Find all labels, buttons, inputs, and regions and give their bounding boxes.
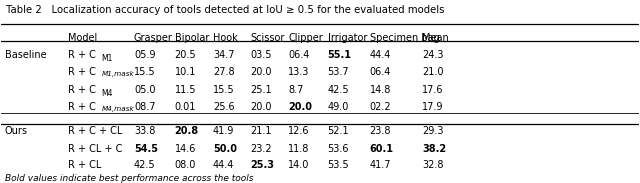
Text: R + C: R + C	[68, 50, 96, 59]
Text: M4,mask: M4,mask	[101, 106, 134, 112]
Text: 8.7: 8.7	[288, 85, 303, 95]
Text: 52.1: 52.1	[328, 126, 349, 136]
Text: 08.0: 08.0	[175, 160, 196, 170]
Text: 44.4: 44.4	[370, 50, 391, 59]
Text: 24.3: 24.3	[422, 50, 444, 59]
Text: 05.0: 05.0	[134, 85, 156, 95]
Text: 25.1: 25.1	[250, 85, 271, 95]
Text: Model: Model	[68, 33, 97, 43]
Text: 20.0: 20.0	[288, 102, 312, 112]
Text: 60.1: 60.1	[370, 144, 394, 154]
Text: 13.3: 13.3	[288, 67, 310, 77]
Text: 20.0: 20.0	[250, 67, 271, 77]
Text: Clipper: Clipper	[288, 33, 323, 43]
Text: 41.7: 41.7	[370, 160, 391, 170]
Text: R + C: R + C	[68, 67, 96, 77]
Text: 25.3: 25.3	[250, 160, 274, 170]
Text: 29.3: 29.3	[422, 126, 444, 136]
Text: 03.5: 03.5	[250, 50, 271, 59]
Text: Specimen bag: Specimen bag	[370, 33, 440, 43]
Text: 33.8: 33.8	[134, 126, 156, 136]
Text: Ours: Ours	[4, 126, 28, 136]
Text: 50.0: 50.0	[213, 144, 237, 154]
Text: 06.4: 06.4	[288, 50, 310, 59]
Text: Bipolar: Bipolar	[175, 33, 209, 43]
Text: Irrigator: Irrigator	[328, 33, 367, 43]
Text: 11.5: 11.5	[175, 85, 196, 95]
Text: 17.9: 17.9	[422, 102, 444, 112]
Text: 14.0: 14.0	[288, 160, 310, 170]
Text: 20.8: 20.8	[175, 126, 199, 136]
Text: Grasper: Grasper	[134, 33, 173, 43]
Text: Mean: Mean	[422, 33, 449, 43]
Text: 42.5: 42.5	[134, 160, 156, 170]
Text: 11.8: 11.8	[288, 144, 310, 154]
Text: Scissor: Scissor	[250, 33, 284, 43]
Text: 10.1: 10.1	[175, 67, 196, 77]
Text: 42.5: 42.5	[328, 85, 349, 95]
Text: R + C: R + C	[68, 85, 96, 95]
Text: 21.1: 21.1	[250, 126, 271, 136]
Text: 17.6: 17.6	[422, 85, 444, 95]
Text: Baseline: Baseline	[4, 50, 46, 59]
Text: 20.5: 20.5	[175, 50, 196, 59]
Text: 23.8: 23.8	[370, 126, 391, 136]
Text: 32.8: 32.8	[422, 160, 444, 170]
Text: 49.0: 49.0	[328, 102, 349, 112]
Text: 27.8: 27.8	[213, 67, 235, 77]
Text: R + C: R + C	[68, 102, 96, 112]
Text: 14.8: 14.8	[370, 85, 391, 95]
Text: 05.9: 05.9	[134, 50, 156, 59]
Text: 14.6: 14.6	[175, 144, 196, 154]
Text: 38.2: 38.2	[422, 144, 446, 154]
Text: 53.5: 53.5	[328, 160, 349, 170]
Text: 15.5: 15.5	[134, 67, 156, 77]
Text: M4: M4	[101, 89, 113, 98]
Text: 08.7: 08.7	[134, 102, 156, 112]
Text: 15.5: 15.5	[213, 85, 235, 95]
Text: Bold values indicate best performance across the tools: Bold values indicate best performance ac…	[4, 174, 253, 183]
Text: 53.7: 53.7	[328, 67, 349, 77]
Text: 53.6: 53.6	[328, 144, 349, 154]
Text: 06.4: 06.4	[370, 67, 391, 77]
Text: Table 2   Localization accuracy of tools detected at IoU ≥ 0.5 for the evaluated: Table 2 Localization accuracy of tools d…	[6, 5, 445, 16]
Text: 02.2: 02.2	[370, 102, 391, 112]
Text: R + CL + C: R + CL + C	[68, 144, 123, 154]
Text: 54.5: 54.5	[134, 144, 158, 154]
Text: 44.4: 44.4	[213, 160, 234, 170]
Text: 55.1: 55.1	[328, 50, 351, 59]
Text: 20.0: 20.0	[250, 102, 271, 112]
Text: 21.0: 21.0	[422, 67, 444, 77]
Text: R + CL: R + CL	[68, 160, 102, 170]
Text: Hook: Hook	[213, 33, 237, 43]
Text: M1: M1	[101, 54, 113, 63]
Text: 23.2: 23.2	[250, 144, 271, 154]
Text: 25.6: 25.6	[213, 102, 235, 112]
Text: 0.01: 0.01	[175, 102, 196, 112]
Text: M1,mask: M1,mask	[101, 71, 134, 77]
Text: 12.6: 12.6	[288, 126, 310, 136]
Text: R + C + CL: R + C + CL	[68, 126, 123, 136]
Text: 41.9: 41.9	[213, 126, 234, 136]
Text: 34.7: 34.7	[213, 50, 234, 59]
